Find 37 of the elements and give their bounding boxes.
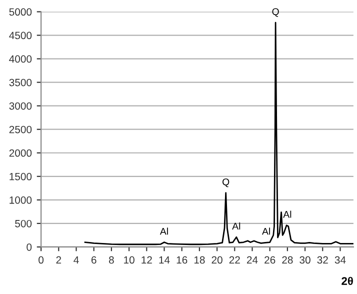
x-tick-label: 8 [109, 256, 114, 264]
annotation: Al [262, 228, 270, 235]
annotation: Al [160, 228, 168, 235]
x-tick-label: 30 [300, 256, 310, 264]
x-tick-label: 2 [56, 256, 62, 264]
annotation: Al [232, 222, 240, 230]
x-tick-label: 18 [194, 256, 205, 264]
annotation: Q [222, 178, 230, 188]
y-tick-label: 1500 [10, 172, 32, 180]
x-tick-label: 14 [159, 256, 170, 264]
y-tick-label: 1000 [10, 196, 32, 204]
y-tick-label: 3500 [9, 78, 32, 86]
y-tick-label: 2000 [9, 149, 32, 157]
y-tick-label: 4500 [9, 32, 32, 40]
x-tick-label: 10 [124, 256, 134, 264]
x-tick-label: 24 [246, 256, 258, 264]
line-series [84, 22, 354, 246]
y-tick-label: 5000 [9, 8, 32, 16]
x-tick-label: 4 [74, 256, 79, 264]
x-tick-label: 26 [264, 256, 276, 264]
annotation: Al [283, 210, 292, 218]
x-tick-label: 20 [212, 256, 222, 264]
x-tick-label: 22 [229, 256, 240, 264]
x-tick-label: 12 [142, 256, 152, 264]
x-tick-label: 6 [91, 256, 96, 264]
x-tick-label: 16 [176, 256, 188, 264]
x-tick-label: 28 [282, 256, 293, 264]
x-tick-label: 32 [317, 256, 328, 264]
y-tick-label: 500 [15, 220, 32, 228]
x-axis-title: 2θ [342, 276, 353, 285]
annotation: Q [272, 8, 279, 17]
x-tick-label: 34 [334, 256, 346, 264]
y-tick-label: 4000 [9, 55, 32, 63]
x-tick-label: 0 [38, 256, 44, 264]
y-tick-label: 0 [26, 243, 32, 251]
y-tick-label: 2500 [9, 126, 32, 134]
y-tick-label: 3000 [9, 102, 32, 110]
